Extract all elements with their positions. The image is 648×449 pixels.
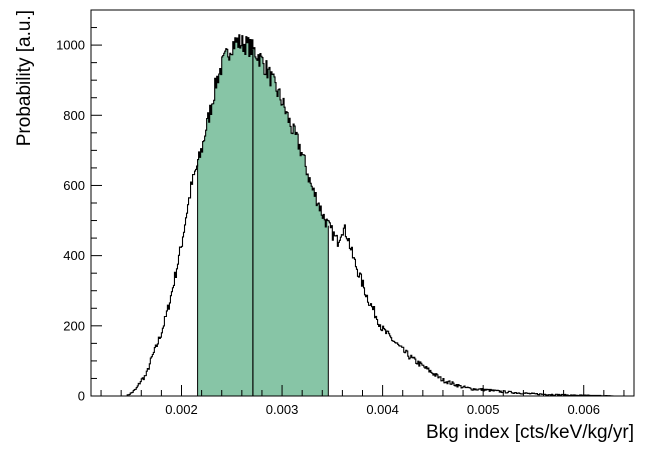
y-tick-label: 200: [63, 318, 85, 333]
y-axis-title: Probability [a.u.]: [14, 10, 35, 146]
y-tick-label: 0: [78, 389, 85, 404]
x-tick-label: 0.005: [467, 402, 500, 417]
y-tick-label: 1000: [56, 38, 85, 53]
x-tick-label: 0.003: [266, 402, 299, 417]
credible-interval-fill: [197, 34, 329, 397]
x-tick-label: 0.002: [165, 402, 198, 417]
x-tick-label: 0.006: [567, 402, 600, 417]
histogram-outline: [126, 34, 625, 397]
axes: 0 200 400 600 800 1000 0.002 0.003 0.004 0.005 0.0…: [56, 9, 625, 417]
x-axis-title: Bkg index [cts/keV/kg/yr]: [426, 422, 634, 443]
y-tick-label: 600: [63, 178, 85, 193]
y-tick-label: 800: [63, 108, 85, 123]
x-tick-label: 0.004: [366, 402, 399, 417]
plot-area: [126, 34, 634, 397]
y-tick-label: 400: [63, 248, 85, 263]
